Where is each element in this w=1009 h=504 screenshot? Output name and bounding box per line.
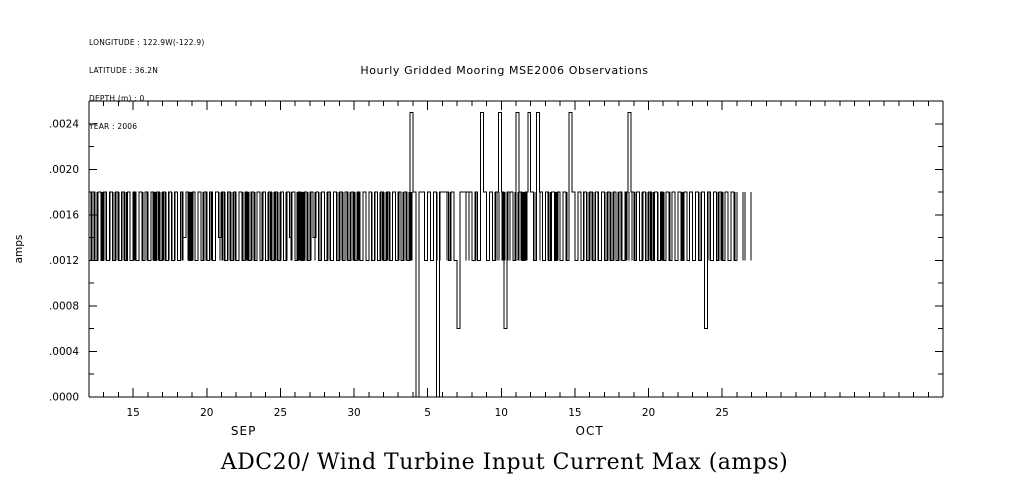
latitude-text: LATITUDE : 36.2N (89, 66, 159, 76)
depth-text: DEPTH (m) : 0 (89, 94, 145, 104)
y-tick-label: .0024 (49, 118, 79, 130)
x-tick-label: 15 (568, 407, 581, 419)
chart-title: Hourly Gridded Mooring MSE2006 Observati… (360, 64, 649, 77)
x-tick-label: 20 (200, 407, 213, 419)
x-tick-label: 25 (274, 407, 287, 419)
x-tick-label: 5 (424, 407, 431, 419)
longitude-text: LONGITUDE : 122.9W(-122.9) (89, 37, 205, 47)
x-tick-label: 10 (495, 407, 508, 419)
station-metadata: LONGITUDE : 122.9W(-122.9) LATITUDE : 36… (89, 19, 204, 151)
x-axis-month-label: OCT (576, 424, 604, 438)
x-tick-label: 30 (347, 407, 360, 419)
y-tick-label: .0000 (49, 392, 79, 404)
x-axis-month-label: SEP (231, 424, 256, 438)
y-axis-title: amps (13, 235, 25, 264)
data-series-line (88, 111, 737, 398)
data-series-texture (90, 192, 752, 261)
year-text: YEAR : 2006 (89, 122, 138, 132)
y-tick-label: .0012 (49, 255, 79, 267)
y-tick-label: .0008 (49, 301, 79, 313)
x-tick-label: 15 (126, 407, 139, 419)
x-tick-label: 25 (715, 407, 728, 419)
y-tick-label: .0004 (49, 346, 79, 358)
x-tick-label: 20 (642, 407, 655, 419)
y-tick-label: .0016 (49, 209, 79, 221)
y-tick-label: .0020 (49, 164, 79, 176)
chart-caption: ADC20/ Wind Turbine Input Current Max (a… (220, 450, 789, 475)
